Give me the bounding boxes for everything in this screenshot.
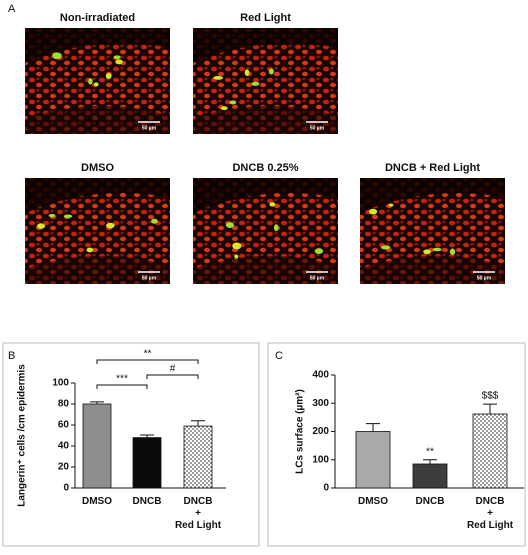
significance-bracket [96,384,148,389]
panel-label: A [8,3,16,15]
y-tick-label: 60 [58,420,70,431]
error-bar [191,420,205,427]
y-tick-label: 0 [63,483,69,494]
langerhans-cell [86,247,94,253]
dark-region [193,255,338,284]
significance-label: # [170,364,176,375]
dark-region [25,28,170,63]
langerhans-cell [220,106,228,111]
langerhans-cell [229,100,237,105]
y-tick-label: 300 [312,398,329,409]
bar [355,431,391,489]
langerhans-cell [151,218,158,224]
scale-bar-label: 50 µm [310,275,325,281]
significance-label: ** [144,349,152,360]
y-tick-label: 400 [312,370,329,381]
langerhans-cell [115,59,123,65]
image-title: DNCB 0.25% [232,162,298,174]
y-axis-label: Langerin⁺ cells /cm epidermis [17,364,28,507]
langerhans-cell [52,52,62,60]
bar [183,425,213,489]
bar [412,463,448,489]
langerhans-cell [273,224,279,232]
panel-frame [267,342,526,547]
langerhans-cell [225,222,234,229]
langerhans-cell [244,69,250,76]
dark-region [25,255,170,284]
error-bar [140,434,154,438]
x-tick-label: DNCB + Red Light [174,496,222,531]
dark-region [360,178,505,213]
significance-bracket [146,374,199,379]
scale-bar-label: 50 µm [310,125,325,131]
significance-bracket [96,359,199,364]
x-tick-label: DMSO [82,496,112,507]
bar [82,403,112,489]
significance-label: $$$ [482,391,499,402]
image-title: DMSO [81,162,114,174]
langerhans-cell [432,247,442,252]
langerhans-cell [268,68,274,75]
significance-label: ** [426,446,434,457]
langerhans-cell [251,81,260,86]
langerhans-cell [105,72,112,80]
langerhans-cell [314,248,324,254]
x-tick-label: DNCB [415,496,445,507]
y-axis-label: LCs surface (µm²) [295,389,306,474]
langerhans-cell [368,208,378,215]
error-bar [423,459,437,464]
image-title: DNCB + Red Light [385,162,480,174]
langerhans-cell [388,203,394,207]
langerhans-cell [113,55,121,60]
image-title: Non-irradiated [60,12,135,24]
y-tick-label: 100 [52,378,69,389]
langerhans-cell [106,222,115,229]
x-tick-label: DNCB [132,496,162,507]
dark-region [193,178,338,213]
y-tick-label: 100 [312,454,329,465]
scale-bar-label: 50 µm [142,275,157,281]
langerhans-cell [88,78,93,85]
image-title: Red Light [240,12,291,24]
dark-region [25,178,170,213]
langerhans-cell [93,82,99,87]
langerhans-cell [213,75,223,80]
langerhans-cell [234,254,239,259]
y-tick-label: 80 [58,399,70,410]
x-tick-label: DNCB + Red Light [466,496,514,531]
langerhans-cell [269,202,276,207]
langerhans-cell [232,242,242,250]
langerhans-cell [36,223,45,229]
dark-region [193,105,338,134]
dark-region [193,28,338,63]
error-bar [90,401,104,404]
langerhans-cell [380,245,391,250]
y-tick-label: 40 [58,441,70,452]
error-bar [366,423,380,432]
error-bar [483,403,497,414]
panel-label: B [8,350,15,362]
dark-region [25,105,170,134]
y-tick-label: 20 [58,462,70,473]
langerhans-cell [423,249,431,255]
significance-label: *** [116,374,128,385]
y-tick-label: 200 [312,426,329,437]
panel-frame [2,342,260,547]
panel-label: C [275,350,283,362]
langerhans-cell [48,213,56,218]
y-tick-label: 0 [323,483,329,494]
bar [132,437,162,489]
langerhans-cell [63,214,73,219]
scale-bar-label: 50 µm [477,275,492,281]
scale-bar-label: 50 µm [142,125,157,131]
x-tick-label: DMSO [358,496,388,507]
dark-region [360,255,505,284]
bar [472,413,508,489]
langerhans-cell [449,248,456,255]
